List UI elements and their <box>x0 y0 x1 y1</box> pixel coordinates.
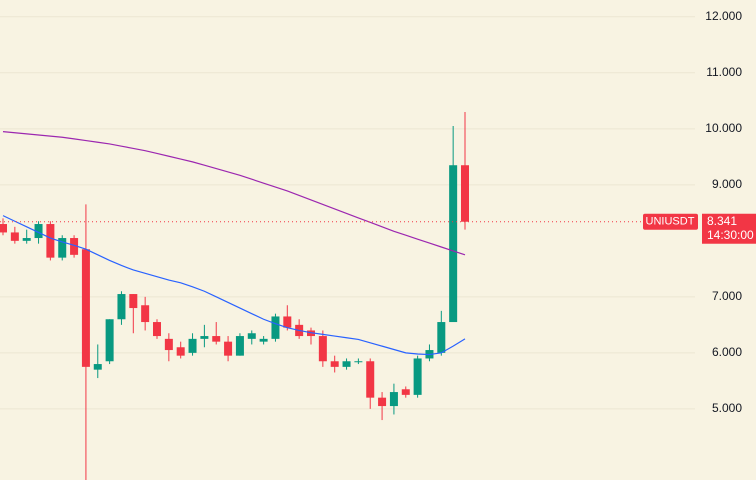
candle-body <box>93 364 102 370</box>
price-countdown: 14:30:00 <box>707 228 754 242</box>
candle-body <box>259 338 268 342</box>
candle-body <box>342 361 351 367</box>
y-tick-label: 5.000 <box>712 401 742 415</box>
y-tick-label: 10.000 <box>705 121 742 135</box>
candle-body <box>81 249 90 367</box>
symbol-badge <box>643 213 698 230</box>
candle-body <box>58 238 67 258</box>
moving-average-line <box>2 215 466 356</box>
candle-body <box>153 322 161 337</box>
price-badge <box>702 213 756 244</box>
candle-body <box>461 165 469 222</box>
candle-body <box>141 305 150 323</box>
candle-body <box>212 336 221 342</box>
candle-body <box>247 333 256 339</box>
candle-body <box>378 397 387 407</box>
candle-body <box>188 338 197 353</box>
candle-body <box>10 232 19 241</box>
candle-body <box>117 294 126 320</box>
y-tick-label: 11.000 <box>706 65 742 79</box>
candle-body <box>46 224 55 258</box>
candle-body <box>0 224 7 233</box>
candle-body <box>271 316 280 339</box>
candle-body <box>354 361 363 363</box>
candle-body <box>449 165 458 323</box>
symbol-label: UNIUSDT <box>646 216 695 228</box>
candle-body <box>283 316 292 328</box>
candle-body <box>224 341 233 356</box>
candle-body <box>22 238 31 241</box>
candle-body <box>330 361 339 367</box>
price-value: 8.341 <box>707 214 737 228</box>
moving-average-line <box>2 131 466 256</box>
candle-body <box>105 319 114 362</box>
y-tick-label: 12.000 <box>705 9 742 23</box>
candle-body <box>200 336 209 339</box>
candle-body <box>176 347 185 356</box>
candle-body <box>366 361 375 398</box>
candle-body <box>34 224 43 239</box>
candle-body <box>235 336 244 356</box>
candle-body <box>437 322 446 353</box>
candle-body <box>401 389 410 395</box>
candle-body <box>70 238 79 255</box>
candle-body <box>413 358 422 395</box>
candle-body <box>318 336 327 362</box>
y-tick-label: 9.000 <box>712 177 742 191</box>
candle-body <box>389 392 398 407</box>
y-tick-label: 6.000 <box>712 345 742 359</box>
candle-body <box>164 338 173 351</box>
y-tick-label: 7.000 <box>712 289 742 303</box>
candle-body <box>129 294 138 309</box>
